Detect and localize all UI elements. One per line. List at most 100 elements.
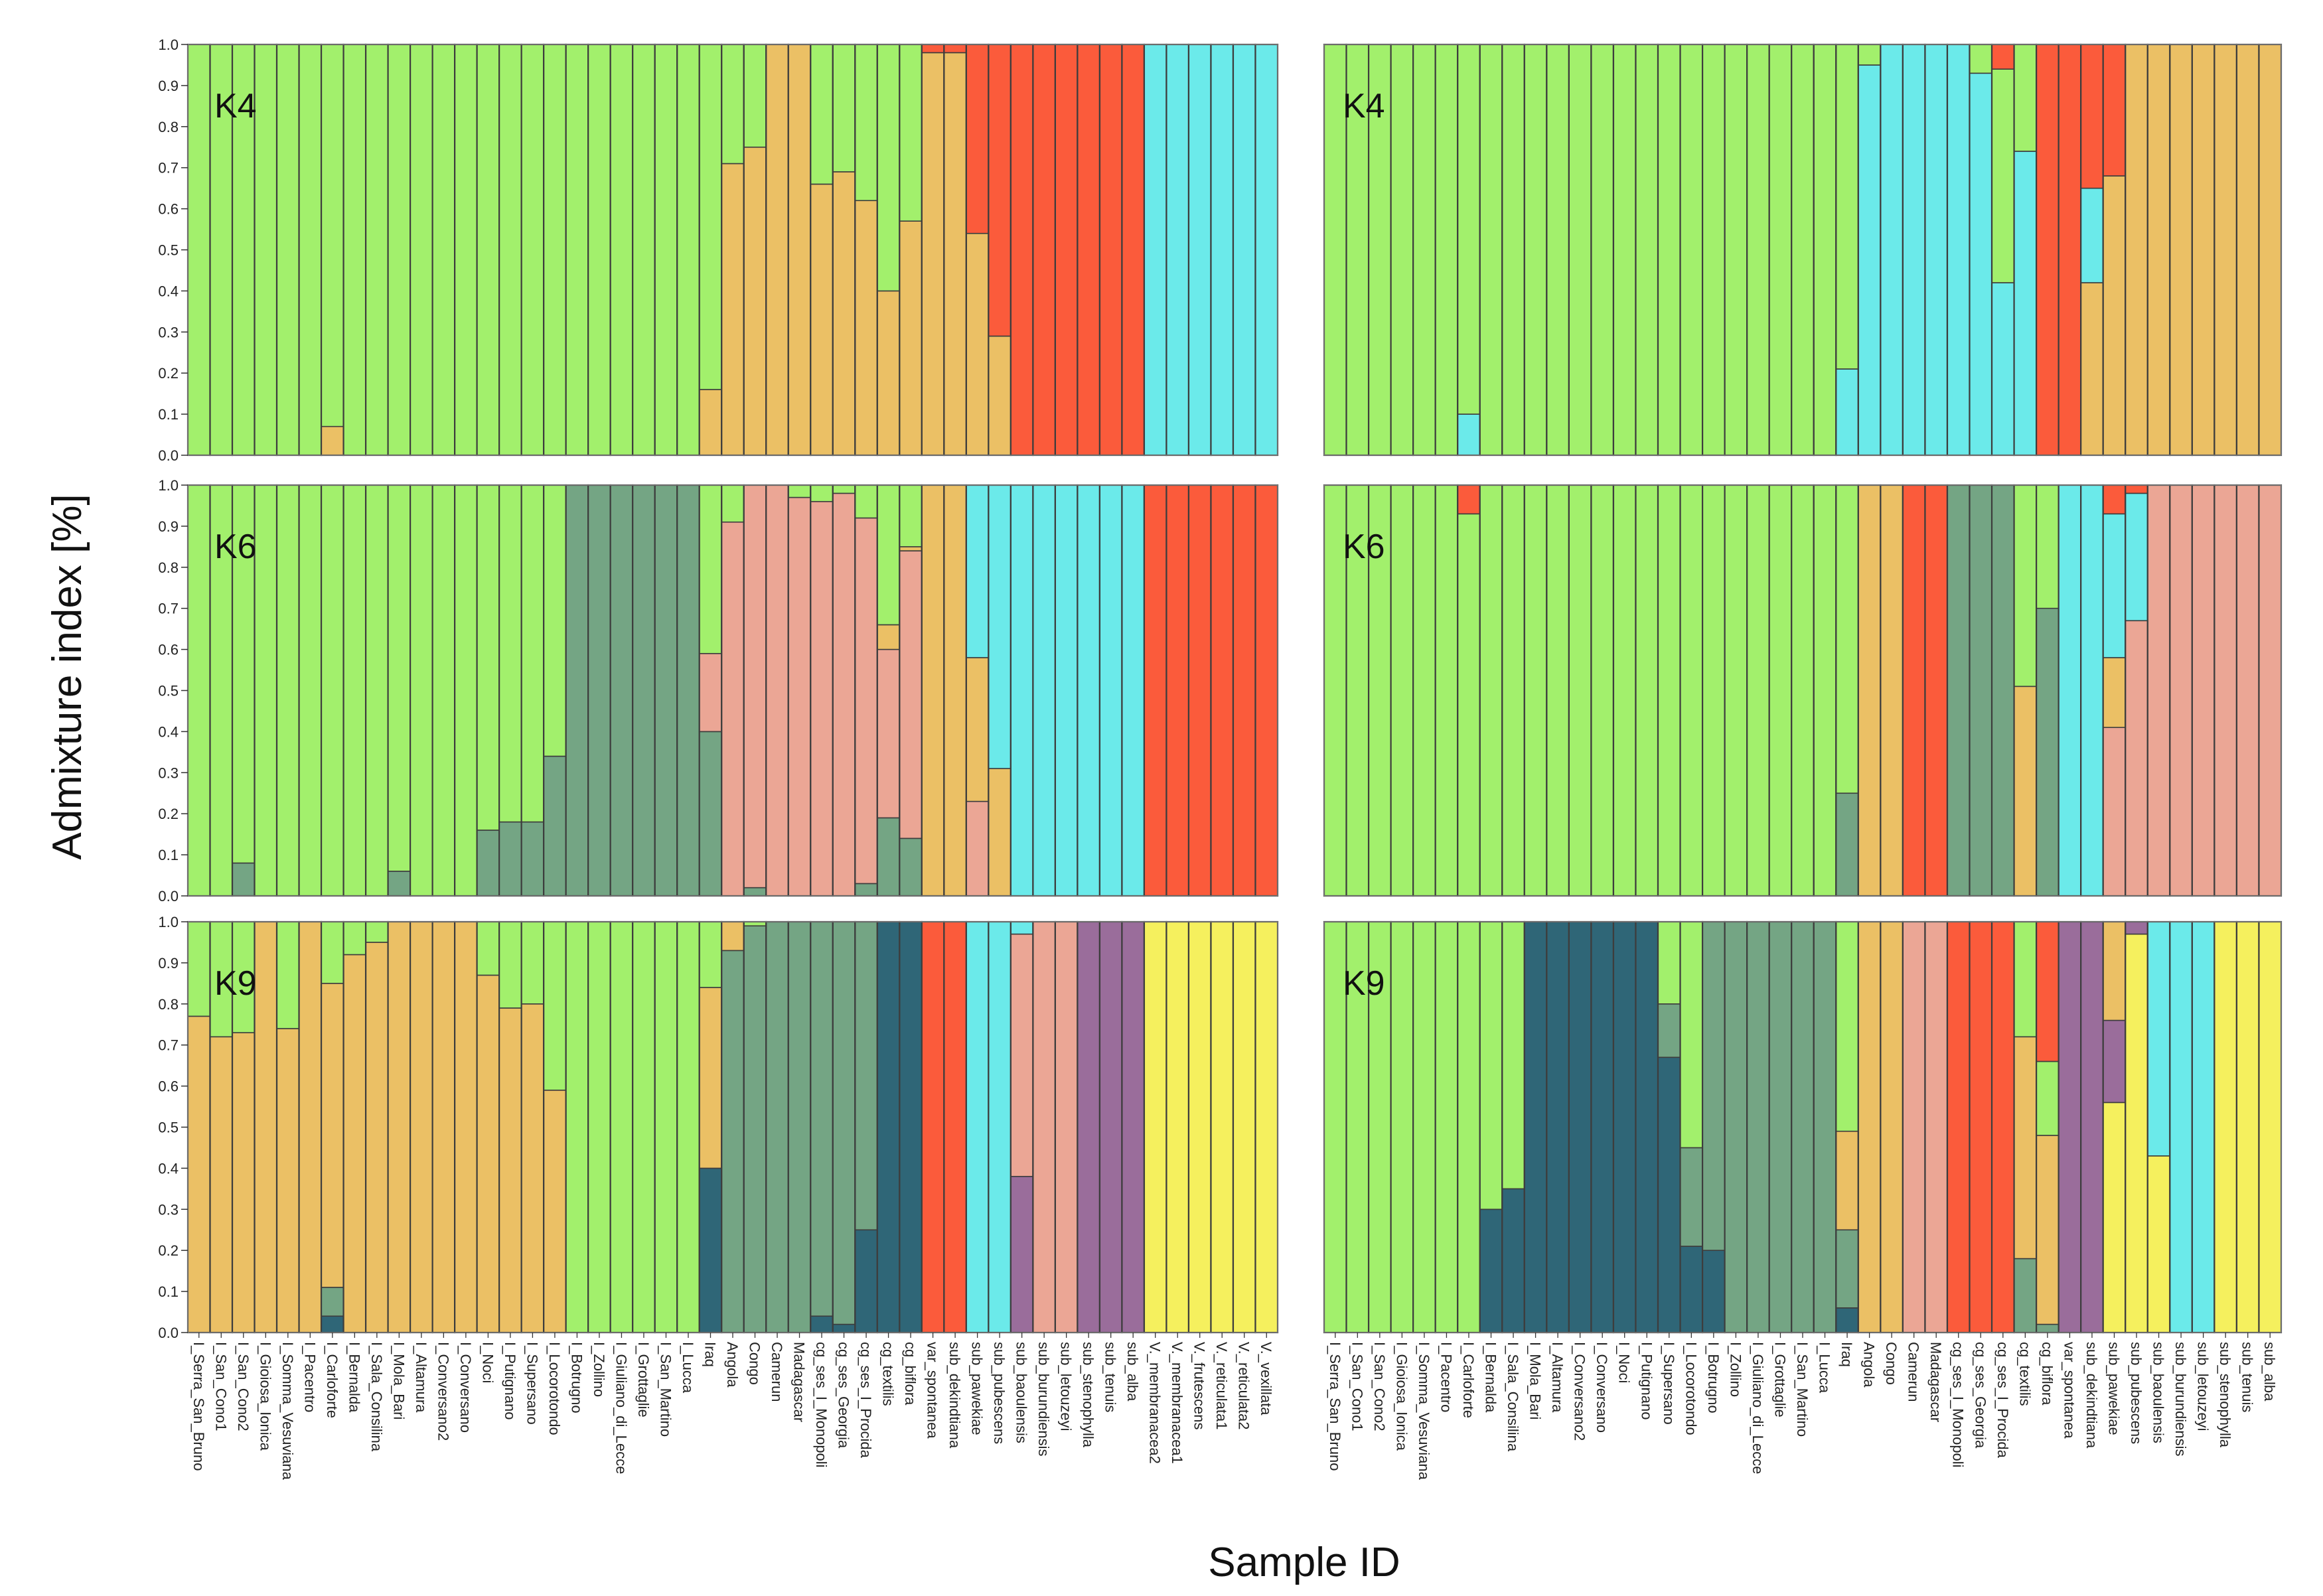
k-label: K4 [1343, 87, 1385, 125]
bar-segment [854, 883, 878, 897]
bar-segment [1568, 921, 1592, 1333]
bar-segment [1791, 921, 1815, 1333]
bar-segment [2036, 484, 2060, 609]
bar-segment [209, 1036, 233, 1333]
bar-segment [2013, 484, 2037, 688]
bar-segment [2013, 1036, 2037, 1260]
bar-segment [1768, 921, 1793, 1333]
bar-segment [1924, 484, 1948, 897]
bar-segment [1524, 484, 1548, 897]
bar-segment [1457, 484, 1481, 515]
bar-segment [1210, 44, 1234, 456]
bar-segment [2125, 620, 2148, 897]
y-tick-label: 1.0 [158, 36, 179, 53]
bar-segment [232, 862, 256, 897]
bar-segment [454, 484, 478, 897]
x-tick-label: I_Sala_Consilina [368, 1342, 385, 1452]
bar-segment [1835, 921, 1859, 1132]
bar-segment [854, 517, 878, 885]
bar-segment [1991, 68, 2015, 283]
bar-segment [520, 821, 544, 897]
bar-segment [877, 290, 901, 456]
bar-segment [321, 983, 344, 1288]
bar-segment [1546, 44, 1570, 456]
bar-segment [321, 44, 344, 427]
y-tick-label: 0.7 [158, 1037, 179, 1054]
bar-segment [187, 921, 211, 1017]
bar-segment [1924, 921, 1948, 1333]
bar-segment [1546, 484, 1570, 897]
bar-segment [454, 921, 478, 1333]
x-tick-label: I_San_Martino [1794, 1342, 1811, 1437]
bar-segment [1188, 921, 1212, 1333]
bar-segment [431, 921, 455, 1333]
bar-segment [431, 44, 455, 456]
bar-segment [743, 925, 767, 1333]
bar-segment [765, 44, 789, 456]
bar-segment [698, 921, 723, 988]
bar-segment [1858, 64, 1882, 456]
bar-segment [854, 200, 878, 456]
bar-segment [1165, 921, 1189, 1333]
bar-segment [2036, 1135, 2060, 1325]
panel-A: A0.00.10.20.30.40.50.60.70.80.91.0K40.00… [158, 36, 1279, 1481]
x-tick-label: I_Sala_Consilina [1505, 1342, 1521, 1452]
bar-segment [743, 44, 767, 148]
x-tick-label: I_Supersano [524, 1342, 540, 1425]
bar-segment [2013, 151, 2037, 456]
bar-segment [1657, 484, 1681, 897]
bar-segment [1010, 44, 1034, 456]
x-tick-label: sub_tenuis [1102, 1342, 1119, 1412]
y-tick-label: 0.1 [158, 847, 179, 863]
bar-segment [743, 887, 767, 897]
bar-segment [2125, 921, 2148, 935]
bar-segment [721, 484, 745, 523]
subplot-B-K4: K4 [1323, 43, 2283, 457]
bar-segment [232, 1032, 256, 1333]
bar-segment [1679, 44, 1703, 456]
bar-segment [1613, 921, 1637, 1333]
x-tick-label: Camerun [769, 1342, 785, 1402]
bar-segment [1835, 368, 1859, 456]
bar-segment [1165, 44, 1189, 456]
bar-segment [410, 484, 433, 897]
y-tick-label: 0.2 [158, 1242, 179, 1259]
x-tick-label: I_Somma_Vesuviana [279, 1342, 296, 1481]
y-axis-title: Admixture index [%] [44, 494, 90, 859]
bar-segment [2013, 1258, 2037, 1333]
bar-segment [1501, 1188, 1525, 1333]
bar-segment [1613, 484, 1637, 897]
bar-segment [1121, 44, 1145, 456]
y-tick-label: 0.8 [158, 996, 179, 1013]
bar-segment [187, 1015, 211, 1333]
bar-segment [2236, 44, 2260, 456]
bar-segment [654, 484, 678, 897]
bar-segment [1121, 484, 1145, 897]
bar-segment [721, 921, 745, 952]
bar-segment [1947, 921, 1971, 1333]
y-tick-label: 0.6 [158, 642, 179, 658]
x-tick-label: I_Conversano [1594, 1342, 1610, 1433]
bar-segment [1813, 921, 1837, 1333]
bar-segment [1768, 44, 1793, 456]
bar-segment [854, 484, 878, 519]
x-tick-label: V._membranacea2 [1147, 1342, 1163, 1464]
bar-segment [1947, 484, 1971, 897]
bar-segment [721, 950, 745, 1333]
x-tick-label: I_Giuliano_di_Lecce [1750, 1342, 1766, 1474]
x-tick-label: I_Mola_Bari [1527, 1342, 1544, 1419]
bar-segment [2169, 44, 2193, 456]
x-tick-label: I_San_Cono1 [212, 1342, 229, 1431]
bar-segment [810, 500, 834, 897]
plot-frame [1323, 484, 2282, 897]
bar-segment [2080, 921, 2104, 1333]
bar-segment [2192, 44, 2215, 456]
bar-segment [1880, 44, 1904, 456]
bar-segment [899, 921, 923, 1333]
x-tick-label: I_Gioiosa_Ionica [257, 1342, 273, 1451]
bar-segment [1254, 44, 1278, 456]
bar-segment [2258, 921, 2282, 1333]
bar-segment [321, 425, 344, 456]
y-tick-label: 0.1 [158, 1283, 179, 1300]
bar-segment [1479, 921, 1503, 1210]
